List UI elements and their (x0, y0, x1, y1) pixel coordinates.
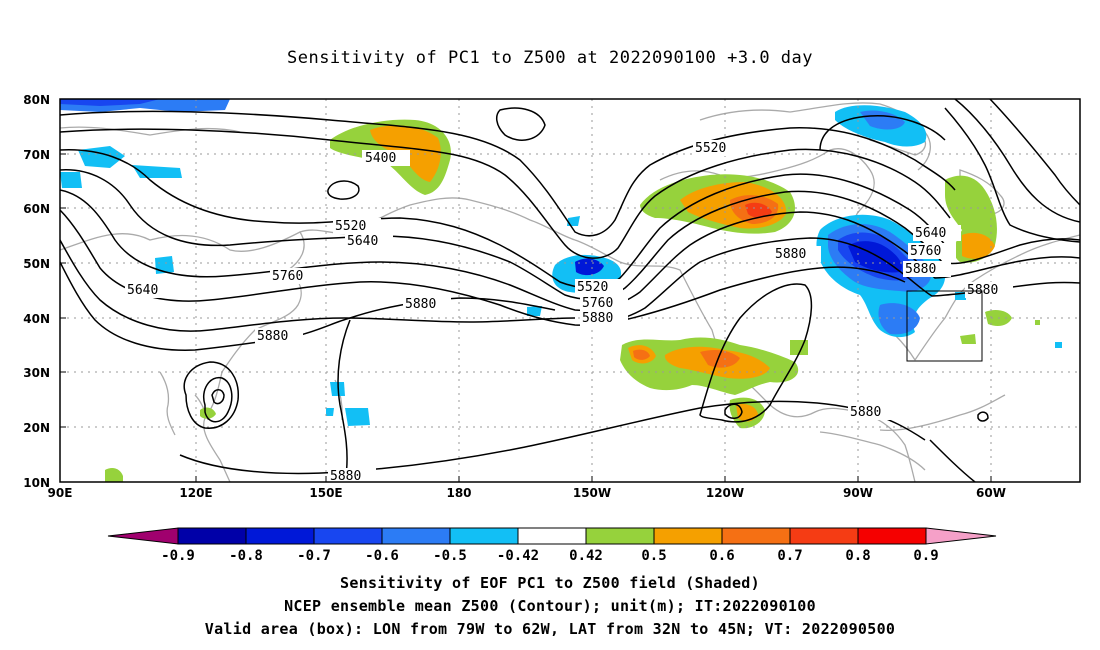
colorbar-swatch (177, 527, 247, 545)
contour-label: 5880 (967, 283, 998, 298)
contour-label: 5640 (127, 283, 158, 298)
lat-label: 50N (23, 257, 50, 271)
colorbar-tick-label: 0.9 (913, 548, 938, 564)
lat-label: 70N (23, 148, 50, 162)
colorbar-tick-label: -0.5 (433, 548, 467, 564)
axis-ticks (60, 98, 992, 482)
lat-label: 60N (23, 202, 50, 216)
lon-label: 90E (48, 486, 73, 500)
lat-label: 40N (23, 312, 50, 326)
contour-label: 5520 (335, 219, 366, 234)
colorbar-tick-label: 0.7 (777, 548, 802, 564)
colorbar-min-triangle (107, 527, 179, 545)
lon-label: 150W (573, 486, 611, 500)
lat-labels: 80N 70N 60N 50N 40N 30N 20N 10N (23, 93, 50, 490)
footer-line-2: NCEP ensemble mean Z500 (Contour); unit(… (284, 597, 816, 615)
colorbar-swatch (517, 527, 587, 545)
colorbar-max-triangle (925, 527, 997, 545)
contour-label: 5760 (910, 244, 941, 259)
contour-label: 5760 (272, 269, 303, 284)
contour-label: 5880 (405, 297, 436, 312)
grid-lines (60, 99, 1080, 482)
colorbar-tick-label: -0.7 (297, 548, 331, 564)
contour-label: 5880 (775, 247, 806, 262)
colorbar-tick-label: -0.8 (229, 548, 263, 564)
lat-label: 30N (23, 366, 50, 380)
colorbar-swatch (381, 527, 451, 545)
colorbar-swatch (313, 527, 383, 545)
contour-label: 5640 (915, 226, 946, 241)
contour-label: 5520 (695, 141, 726, 156)
contour-label: 5880 (330, 469, 361, 484)
contour-label: 5760 (582, 296, 613, 311)
colorbar-swatch (449, 527, 519, 545)
lon-label: 120E (179, 486, 212, 500)
colorbar (107, 527, 997, 545)
colorbar-tick-label: -0.42 (497, 548, 539, 564)
contour-labels: 5400 5520 5520 5520 5640 5640 5640 5760 … (125, 140, 1013, 484)
colorbar-swatch (245, 527, 315, 545)
lon-label: 180 (446, 486, 471, 500)
colorbar-tick-label: -0.9 (161, 548, 195, 564)
plot-frame (59, 98, 1081, 483)
footer-line-3: Valid area (box): LON from 79W to 62W, L… (204, 620, 896, 638)
lon-labels: 90E 120E 150E 180 150W 120W 90W 60W (48, 486, 1006, 500)
colorbar-tick-label: 0.6 (709, 548, 734, 564)
colorbar-swatch (721, 527, 791, 545)
contour-label: 5880 (905, 262, 936, 277)
colorbar-tick-label: 0.5 (641, 548, 666, 564)
map-title: Sensitivity of PC1 to Z500 at 2022090100… (286, 48, 813, 68)
colorbar-swatch (585, 527, 655, 545)
lon-label: 90W (843, 486, 873, 500)
colorbar-tick-label: 0.42 (569, 548, 603, 564)
shaded-positive (105, 119, 1040, 482)
contour-label: 5400 (365, 151, 396, 166)
lon-label: 120W (706, 486, 744, 500)
lon-label: 60W (976, 486, 1006, 500)
contour-label: 5880 (850, 405, 881, 420)
lon-label: 150E (309, 486, 342, 500)
valid-area-box (906, 290, 983, 362)
contour-label: 5880 (257, 329, 288, 344)
contour-label: 5520 (577, 280, 608, 295)
colorbar-swatch (857, 527, 927, 545)
colorbar-swatch (789, 527, 859, 545)
contour-label: 5880 (582, 311, 613, 326)
lat-label: 80N (23, 93, 50, 107)
lat-label: 20N (23, 421, 50, 435)
colorbar-tick-label: -0.6 (365, 548, 399, 564)
colorbar-swatch (653, 527, 723, 545)
contour-label: 5640 (347, 234, 378, 249)
colorbar-labels: -0.9 -0.8 -0.7 -0.6 -0.5 -0.42 0.42 0.5 0.6 0.7 0.… (161, 548, 939, 564)
colorbar-tick-label: 0.8 (845, 548, 870, 564)
footer-line-1: Sensitivity of EOF PC1 to Z500 field (Sh… (340, 574, 760, 592)
lat-label: 10N (23, 476, 50, 490)
